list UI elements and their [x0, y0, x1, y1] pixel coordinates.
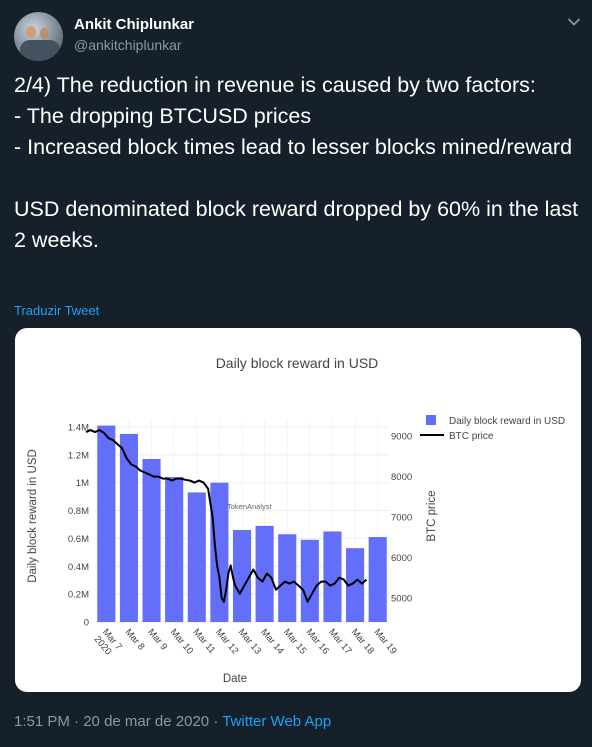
x-tick-label: Mar 18	[349, 627, 376, 657]
x-tick-label: Mar 72020	[92, 627, 124, 660]
bar	[255, 525, 274, 622]
bar	[187, 492, 206, 622]
y2-tick-label: 6000	[391, 553, 412, 564]
x-tick-label: Mar 17	[326, 627, 353, 657]
tweet-app-link[interactable]: Twitter Web App	[222, 713, 332, 730]
legend-label-line: BTC price	[449, 431, 494, 442]
bar	[210, 482, 229, 622]
x-tick-label-line: Mar 10	[168, 627, 195, 657]
x-tick-label: Mar 12	[213, 627, 240, 657]
x-tick-label: Mar 16	[304, 627, 331, 657]
y-tick-label: 1.2M	[68, 450, 89, 461]
author-name[interactable]: Ankit Chiplunkar	[74, 16, 195, 33]
legend-label-bar: Daily block reward in USD	[449, 416, 565, 427]
bar	[119, 433, 138, 622]
tweet-date[interactable]: 20 de mar de 2020	[83, 713, 210, 730]
avatar[interactable]	[14, 12, 63, 61]
avatar-face	[40, 28, 49, 39]
legend-swatch-bar	[426, 415, 436, 425]
translate-tweet-link[interactable]: Traduzir Tweet	[14, 303, 100, 318]
chart-title: Daily block reward in USD	[216, 355, 379, 371]
chart-card[interactable]: Daily block reward in USD 0 0.2M 0.4M 0.6M 0…	[15, 328, 581, 692]
x-tick-label-line: Mar 12	[213, 627, 240, 657]
x-tick-label-line: Mar 18	[349, 627, 376, 657]
y2-tick-label: 9000	[391, 432, 412, 443]
y-axis-label: Daily block reward in USD	[27, 449, 39, 583]
y2-tick-label: 5000	[391, 593, 412, 604]
y2-tick-label: 7000	[391, 512, 412, 523]
tweet-time[interactable]: 1:51 PM	[14, 713, 70, 730]
y2-axis-ticks: 5000 6000 7000 8000 9000	[391, 432, 412, 605]
watermark: TokenAnalyst	[227, 502, 273, 511]
bar	[97, 425, 116, 622]
bar	[142, 459, 161, 622]
avatar-figure	[20, 40, 60, 61]
y2-axis-label: BTC price	[426, 490, 438, 541]
tweet-meta: 1:51 PM · 20 de mar de 2020 · Twitter We…	[14, 713, 331, 730]
author-handle[interactable]: @ankitchiplunkar	[74, 37, 182, 53]
legend: Daily block reward in USD BTC price	[420, 415, 565, 442]
x-tick-label-line: Mar 17	[326, 627, 353, 657]
bar	[278, 534, 297, 622]
bar	[323, 531, 342, 622]
x-tick-label: Mar 11	[190, 627, 217, 656]
x-tick-label-line: Mar 8	[123, 627, 147, 653]
x-tick-label-line: Mar 19	[371, 627, 398, 657]
chevron-down-icon[interactable]	[566, 14, 582, 30]
y-tick-label: 0.6M	[68, 534, 89, 545]
y2-tick-label: 8000	[391, 472, 412, 483]
x-tick-label: Mar 13	[236, 627, 263, 657]
x-tick-label-line: Mar 13	[236, 627, 263, 657]
y-axis-ticks: 0 0.2M 0.4M 0.6M 0.8M 1M 1.2M 1.4M	[68, 422, 89, 628]
y-tick-label: 1M	[76, 478, 89, 489]
x-tick-label: Mar 8	[123, 627, 147, 653]
x-tick-label-line: Mar 16	[304, 627, 331, 657]
bar	[232, 530, 252, 622]
y-tick-label: 0	[84, 618, 89, 629]
bar	[346, 548, 365, 622]
x-tick-label: Mar 19	[371, 627, 398, 657]
avatar-face	[26, 26, 36, 38]
bar	[165, 477, 184, 622]
y-tick-label: 1.4M	[68, 422, 89, 433]
x-tick-label-line: Mar 11	[190, 627, 217, 656]
x-tick-label-line: Mar 9	[145, 627, 169, 653]
meta-separator: ·	[69, 713, 84, 730]
x-axis-label: Date	[223, 673, 247, 685]
chart: Daily block reward in USD 00.2M0.4M0.6M0…	[27, 355, 565, 685]
meta-separator: ·	[209, 713, 223, 730]
bar	[300, 539, 319, 622]
x-tick-label-line: Mar 14	[258, 627, 285, 657]
chart-bars	[97, 425, 387, 622]
bar	[368, 537, 387, 622]
y-tick-label: 0.2M	[68, 590, 89, 601]
y-tick-label: 0.4M	[68, 562, 89, 573]
btc-price-line	[85, 429, 368, 603]
x-tick-label: Mar 14	[258, 627, 285, 657]
x-tick-label: Mar 10	[168, 627, 195, 657]
x-tick-label-line: Mar 15	[281, 627, 308, 657]
x-tick-label: Mar 15	[281, 627, 308, 657]
y-tick-label: 0.8M	[68, 506, 89, 517]
tweet-text: 2/4) The reduction in revenue is caused …	[14, 73, 579, 252]
x-tick-label: Mar 9	[145, 627, 169, 653]
